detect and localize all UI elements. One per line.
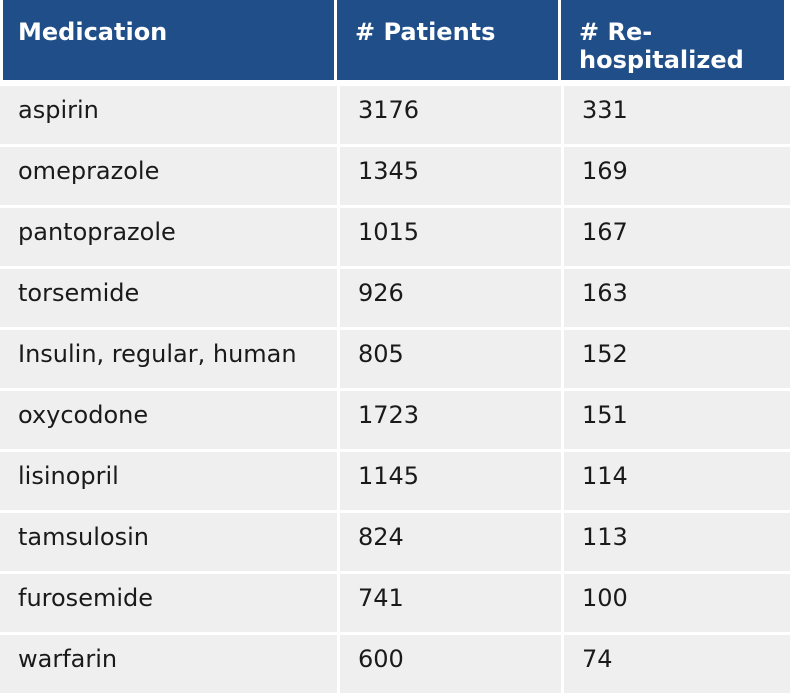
table-row: aspirin 3176 331	[0, 83, 790, 144]
table-row: pantoprazole 1015 167	[0, 205, 790, 266]
table-row: Insulin, regular, human 805 152	[0, 327, 790, 388]
cell-rehospitalized: 151	[564, 391, 790, 449]
cell-rehospitalized: 100	[564, 574, 790, 632]
cell-patients: 1015	[340, 208, 564, 266]
cell-patients: 1345	[340, 147, 564, 205]
cell-medication: aspirin	[0, 86, 340, 144]
table-row: warfarin 600 74	[0, 632, 790, 693]
cell-patients: 805	[340, 330, 564, 388]
cell-patients: 1145	[340, 452, 564, 510]
cell-patients: 741	[340, 574, 564, 632]
cell-patients: 824	[340, 513, 564, 571]
cell-medication: warfarin	[0, 635, 340, 693]
table-row: torsemide 926 163	[0, 266, 790, 327]
cell-rehospitalized: 113	[564, 513, 790, 571]
cell-patients: 1723	[340, 391, 564, 449]
cell-rehospitalized: 169	[564, 147, 790, 205]
cell-patients: 3176	[340, 86, 564, 144]
cell-patients: 600	[340, 635, 564, 693]
header-patients: # Patients	[337, 0, 561, 80]
cell-medication: pantoprazole	[0, 208, 340, 266]
cell-rehospitalized: 163	[564, 269, 790, 327]
cell-patients: 926	[340, 269, 564, 327]
table-row: oxycodone 1723 151	[0, 388, 790, 449]
table-row: omeprazole 1345 169	[0, 144, 790, 205]
header-medication: Medication	[3, 0, 337, 80]
cell-medication: torsemide	[0, 269, 340, 327]
table-row: tamsulosin 824 113	[0, 510, 790, 571]
header-rehospitalized-text: # Re-hospitalized	[579, 18, 744, 74]
cell-medication: lisinopril	[0, 452, 340, 510]
cell-medication: oxycodone	[0, 391, 340, 449]
header-rehospitalized: # Re-hospitalized	[561, 0, 784, 80]
cell-rehospitalized: 331	[564, 86, 790, 144]
cell-rehospitalized: 152	[564, 330, 790, 388]
table-row: lisinopril 1145 114	[0, 449, 790, 510]
table-row: furosemide 741 100	[0, 571, 790, 632]
cell-medication: furosemide	[0, 574, 340, 632]
table-body: aspirin 3176 331 omeprazole 1345 169 pantopraz…	[0, 83, 790, 693]
cell-medication: tamsulosin	[0, 513, 340, 571]
cell-medication: omeprazole	[0, 147, 340, 205]
cell-rehospitalized: 74	[564, 635, 790, 693]
table-header-row: Medication # Patients # Re-hospitalized	[0, 0, 790, 83]
cell-rehospitalized: 114	[564, 452, 790, 510]
cell-rehospitalized: 167	[564, 208, 790, 266]
cell-medication: Insulin, regular, human	[0, 330, 340, 388]
